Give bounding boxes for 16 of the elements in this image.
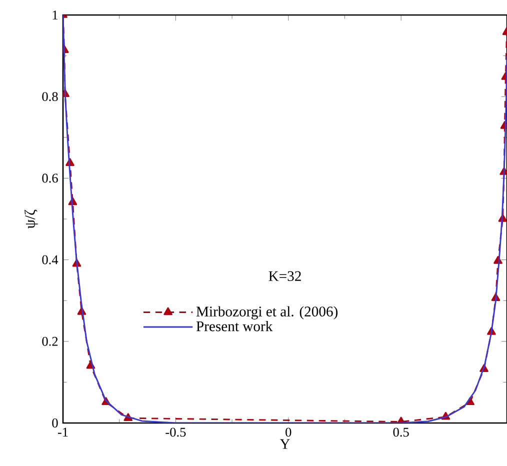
- x-tick-label: 0.5: [393, 428, 409, 437]
- x-tick-label: -0.5: [166, 428, 186, 437]
- x-tick-label: 0: [286, 428, 292, 437]
- x-tick-label: -1: [58, 428, 68, 436]
- y-tick-label: 1: [52, 10, 58, 20]
- y-tick-label: 0.2: [42, 336, 58, 346]
- y-tick-label: 0.8: [42, 92, 58, 102]
- y-tick-label: 0: [52, 418, 58, 428]
- legend-label: Present work: [196, 320, 273, 332]
- x-axis-title: Y: [280, 439, 290, 449]
- annotation: K=32: [268, 271, 301, 282]
- y-axis-title: ψ/ζ: [24, 210, 38, 228]
- y-tick-label: 0.6: [42, 174, 58, 183]
- line-series: [63, 14, 507, 423]
- legend-label: Mirbozorgi et al. (2006): [196, 306, 338, 320]
- y-tick-label: 0.4: [42, 255, 58, 264]
